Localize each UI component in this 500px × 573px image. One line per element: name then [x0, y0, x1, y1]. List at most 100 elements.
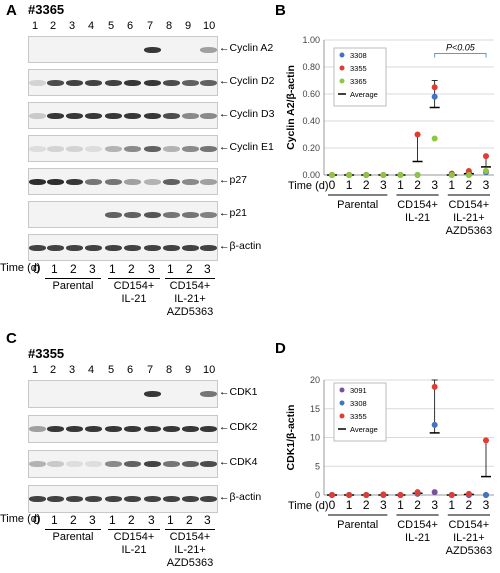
legend-label: 3355: [350, 412, 367, 421]
group-label: CD154+: [449, 199, 490, 211]
blot-band: [105, 178, 122, 185]
blot-band: [200, 391, 217, 397]
y-axis-label: CDK1/β-actin: [285, 405, 297, 471]
time-value: 2: [186, 262, 193, 276]
blot-band: [144, 46, 161, 53]
blot-band: [163, 426, 180, 432]
blot-label: ←Cyclin A2: [219, 41, 274, 54]
y-tick-label: 0.20: [302, 143, 320, 153]
group-label: Parental: [52, 280, 94, 292]
blot-band: [29, 112, 46, 119]
blot-band: [163, 178, 180, 185]
blot-band: [29, 244, 46, 251]
group-label: IL-21: [405, 212, 430, 224]
y-tick-label: 0.60: [302, 89, 320, 99]
time-value: 1: [51, 513, 58, 527]
time-value: 1: [51, 262, 58, 276]
x-tick-label: 3: [380, 178, 387, 192]
data-point: [448, 172, 455, 178]
blot-band: [144, 244, 161, 251]
time-value: 0: [33, 513, 40, 527]
group-label: CD154+ IL-21: [113, 280, 155, 305]
lane-number: 8: [166, 364, 173, 376]
blot-band: [47, 178, 64, 185]
blot-band: [85, 145, 102, 152]
blot-strip: [28, 135, 218, 162]
x-tick-label: 0: [329, 178, 336, 192]
legend: 3091 3308 3355 Average: [333, 382, 387, 442]
blot-band: [163, 211, 180, 218]
legend-marker: [339, 387, 345, 393]
x-tick-label: 0: [329, 498, 336, 512]
data-point: [431, 84, 438, 91]
blot-band: [182, 244, 199, 251]
lane-number: 5: [108, 364, 115, 376]
blot-band: [85, 112, 102, 119]
blot-band: [200, 79, 217, 86]
blot-band: [144, 112, 161, 119]
time-value: 2: [70, 262, 77, 276]
blot-band: [182, 426, 199, 432]
blot-band: [105, 244, 122, 251]
time-value: 3: [148, 262, 155, 276]
x-tick-label: 3: [431, 498, 438, 512]
x-tick-label: 3: [431, 178, 438, 192]
x-tick-label: 1: [346, 178, 353, 192]
blot-band: [200, 178, 217, 185]
time-value: 3: [89, 513, 96, 527]
legend-label: 3091: [350, 386, 367, 395]
blot-band: [105, 112, 122, 119]
time-value: 2: [128, 262, 135, 276]
panel-a-letter: A: [6, 2, 17, 19]
y-tick-label: 15: [310, 404, 320, 414]
lane-number: 10: [203, 20, 216, 32]
group-label: CD154+ IL-21+ AZD5363: [166, 531, 214, 569]
blot-band: [85, 178, 102, 185]
blot-band: [200, 426, 217, 432]
blot-band: [29, 79, 46, 86]
blot-band: [163, 79, 180, 86]
blot-band: [29, 461, 46, 467]
lane-number: 1: [32, 20, 39, 32]
blot-band: [66, 79, 83, 86]
blot-band: [66, 426, 83, 432]
blot-band: [124, 426, 141, 432]
lane-number: 4: [88, 20, 95, 32]
blot-label: ←p27: [219, 173, 248, 186]
blot-strip: [28, 102, 218, 129]
blot-band: [182, 112, 199, 119]
group-bracket: [45, 278, 101, 279]
lane-number: 6: [127, 20, 134, 32]
blot-band: [47, 79, 64, 86]
group-label: CD154+ IL-21+ AZD5363: [166, 280, 214, 318]
blot-strip: [28, 36, 218, 63]
blot-band: [47, 496, 64, 502]
x-tick-label: 2: [466, 178, 473, 192]
blot-band: [47, 426, 64, 432]
legend-marker: [339, 78, 345, 84]
blot-band: [163, 461, 180, 467]
lane-number: 4: [88, 364, 95, 376]
lane-number: 8: [166, 20, 173, 32]
data-point: [431, 135, 438, 142]
x-tick-label: 2: [414, 178, 421, 192]
blot-band: [29, 496, 46, 502]
y-tick-label: 5: [315, 461, 320, 471]
data-point: [329, 172, 335, 178]
blot-label: ←p21: [219, 206, 248, 219]
blot-band: [124, 112, 141, 119]
time-value: 3: [89, 262, 96, 276]
time-axis-label: Time (d): [0, 262, 41, 274]
time-value: 1: [167, 513, 174, 527]
blot-band: [163, 112, 180, 119]
blot-label: ←Cyclin D3: [219, 107, 275, 120]
blot-band: [200, 211, 217, 218]
x-tick-label: 1: [448, 498, 455, 512]
blot-band: [85, 244, 102, 251]
blot-band: [200, 145, 217, 152]
lane-number: 2: [50, 20, 57, 32]
blot-band: [144, 178, 161, 185]
legend-marker: [339, 400, 345, 406]
blot-band: [200, 244, 217, 251]
blot-band: [66, 178, 83, 185]
